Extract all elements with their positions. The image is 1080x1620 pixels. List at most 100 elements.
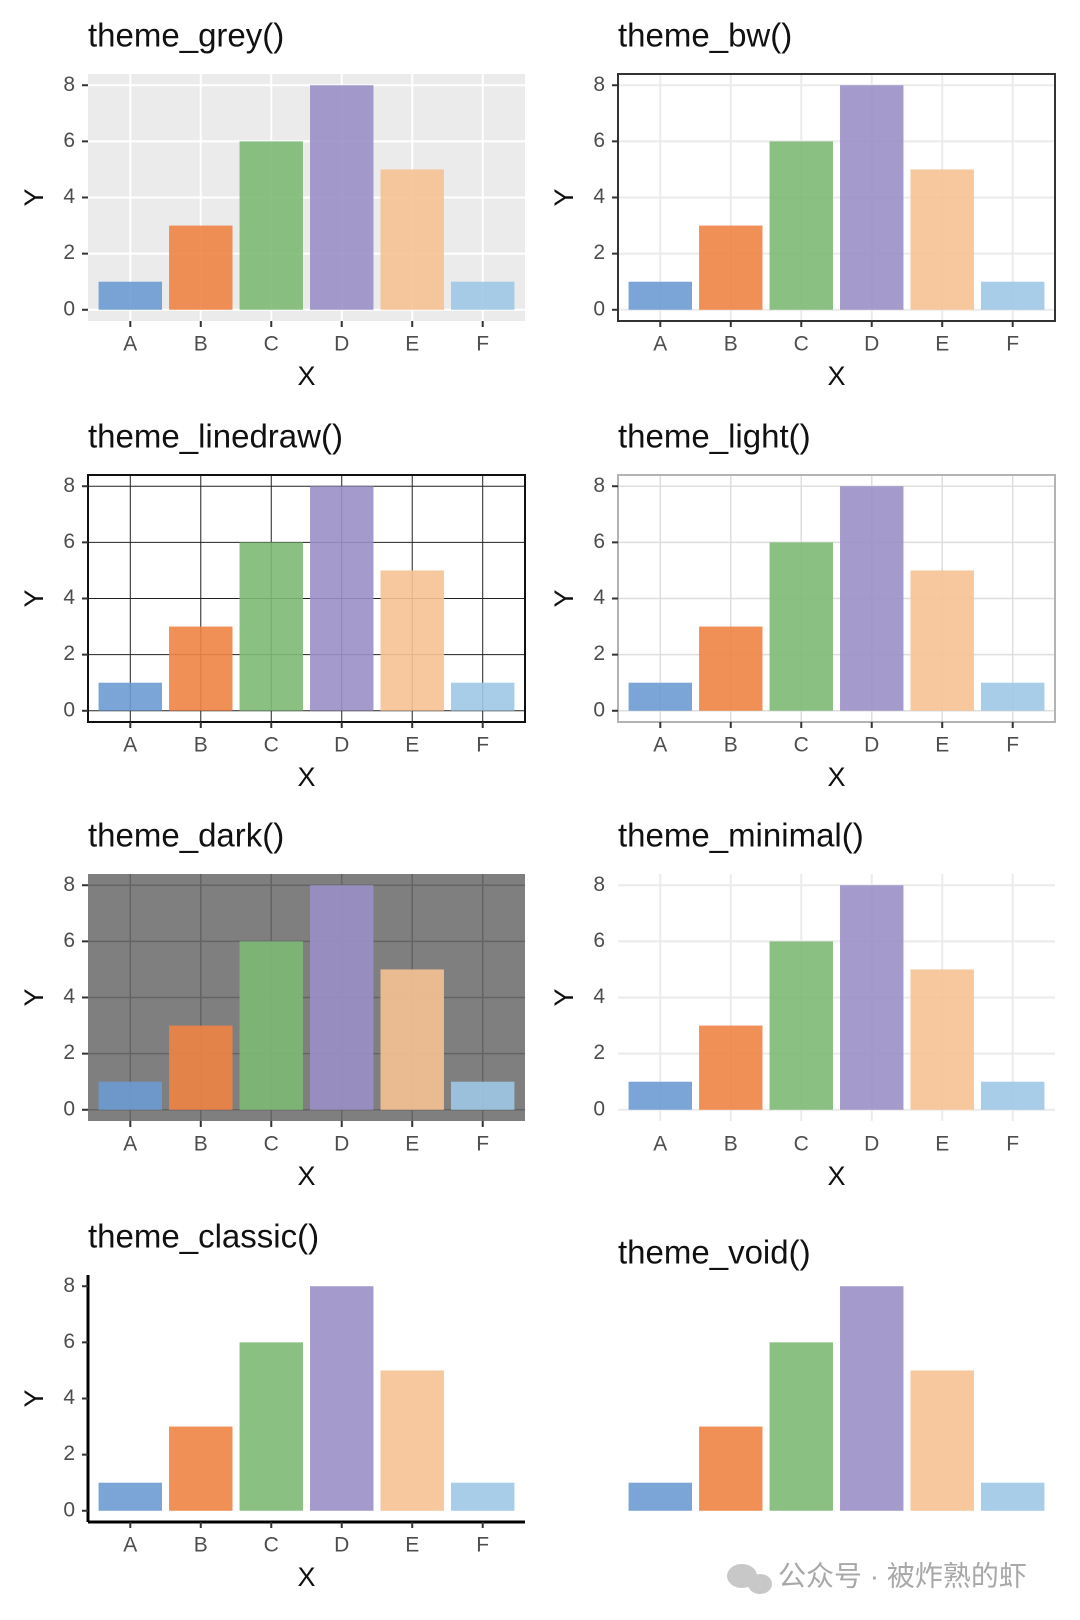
x-axis-title: X [827,361,845,391]
y-tick-label: 6 [593,530,605,553]
bar [450,682,515,711]
bar [910,969,974,1110]
bar [628,1081,693,1110]
x-tick-label: C [794,1133,809,1156]
chart-title: theme_classic() [88,1218,319,1255]
x-tick-label: B [724,734,738,757]
bar [239,941,303,1110]
x-tick-label: D [334,1133,349,1156]
y-tick-label: 0 [593,698,605,721]
y-tick-label: 0 [63,297,75,320]
bar [169,225,233,310]
bar [98,1081,163,1110]
y-tick-label: 6 [593,929,605,952]
bar [169,626,233,711]
bar [239,1342,303,1511]
x-tick-label: C [264,1133,279,1156]
y-tick-label: 6 [63,1330,75,1353]
y-tick-label: 4 [63,586,75,609]
y-tick-label: 4 [63,1386,75,1409]
bar [910,570,974,711]
bar [840,1286,904,1511]
x-axis-title: X [297,1562,315,1592]
y-axis-title: Y [549,988,579,1006]
y-tick-label: 8 [593,73,605,96]
panel: theme_bw() 0 2 4 6 8 A B C D E F X Y [549,17,1056,391]
bar [310,486,374,711]
y-axis-title: Y [19,188,49,206]
x-tick-label: D [864,734,879,757]
x-tick-label: C [794,333,809,356]
y-axis-title: Y [549,188,579,206]
x-tick-label: D [864,333,879,356]
bar [980,1482,1045,1511]
y-tick-label: 8 [63,873,75,896]
bar [98,1482,163,1511]
bar [769,1342,833,1511]
chart-title: theme_grey() [88,17,284,54]
x-tick-label: B [724,333,738,356]
y-axis-title: Y [19,589,49,607]
panel: theme_light() 0 2 4 6 8 A B C D E F X Y [549,418,1056,792]
x-tick-label: E [935,1133,949,1156]
bar [980,682,1045,711]
y-tick-label: 0 [63,1097,75,1120]
bar [840,885,904,1110]
bar [628,281,693,310]
chart-title: theme_linedraw() [88,418,343,455]
x-axis-title: X [827,762,845,792]
x-tick-label: C [264,333,279,356]
y-tick-label: 4 [593,185,605,208]
y-tick-label: 6 [593,129,605,152]
x-tick-label: F [476,1133,489,1156]
bar [980,281,1045,310]
bar [310,85,374,310]
x-tick-label: D [334,333,349,356]
watermark: 公众号 · 被炸熟的虾 [778,1560,1027,1591]
x-tick-label: A [123,1133,137,1156]
y-tick-label: 4 [63,985,75,1008]
bar [98,682,163,711]
y-tick-label: 4 [63,185,75,208]
bar [699,1025,763,1110]
x-tick-label: D [334,734,349,757]
y-tick-label: 4 [593,586,605,609]
bar [450,281,515,310]
x-axis-title: X [827,1161,845,1191]
y-tick-label: 0 [593,1097,605,1120]
y-axis-title: Y [549,589,579,607]
bar [628,1482,693,1511]
y-tick-label: 2 [593,241,605,264]
x-tick-label: F [476,734,489,757]
y-axis-title: Y [19,988,49,1006]
x-tick-label: B [194,333,208,356]
y-tick-label: 2 [593,1041,605,1064]
bar [310,885,374,1110]
bar [169,1426,233,1511]
bar [239,542,303,711]
x-axis-title: X [297,1161,315,1191]
chart-title: theme_light() [618,418,811,455]
y-tick-label: 0 [63,1498,75,1521]
panel: theme_minimal() 0 2 4 6 8 A B C D E F X Y [549,817,1055,1191]
x-tick-label: D [864,1133,879,1156]
x-tick-label: A [123,333,137,356]
x-tick-label: E [935,333,949,356]
panel: theme_classic() 0 2 4 6 8 A B C D E F X Y [19,1218,525,1592]
x-tick-label: E [405,333,419,356]
y-tick-label: 2 [63,642,75,665]
bar [699,225,763,310]
x-tick-label: F [1006,734,1019,757]
x-tick-label: E [405,734,419,757]
bar [628,682,693,711]
bar [380,1370,444,1511]
bar [169,1025,233,1110]
bar [769,542,833,711]
x-tick-label: A [123,734,137,757]
bar [980,1081,1045,1110]
x-tick-label: B [194,1133,208,1156]
y-tick-label: 2 [63,1041,75,1064]
y-tick-label: 8 [63,1274,75,1297]
panel: theme_linedraw() 0 2 4 6 8 A B C D E F X Y [19,418,526,792]
